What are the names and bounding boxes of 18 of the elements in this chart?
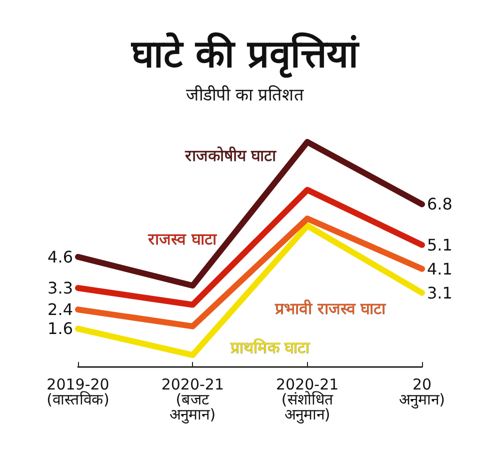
chart-title: घाटे की प्रवृत्तियां bbox=[130, 32, 360, 78]
x-tick-label: 20 अनुमान) bbox=[399, 376, 445, 410]
series-label: राजकोषीय घाटा bbox=[185, 146, 278, 166]
data-label: 3.3 bbox=[48, 278, 73, 298]
data-label: 1.6 bbox=[48, 319, 73, 338]
series-label: प्राथमिक घाटा bbox=[230, 338, 311, 358]
x-tick-label: 2020-21 (संशोधित अनुमान) bbox=[276, 376, 339, 424]
data-label: 5.1 bbox=[427, 235, 452, 254]
x-tick-label: 2019-20 (वास्तविक) bbox=[46, 376, 110, 408]
x-tick-label: 2020-21 (बजट अनुमान) bbox=[161, 376, 224, 424]
data-label: 6.8 bbox=[427, 194, 452, 214]
data-label: 4.6 bbox=[48, 247, 73, 266]
data-label: 4.1 bbox=[427, 259, 452, 278]
chart-subtitle: जीडीपी का प्रतिशत bbox=[186, 84, 304, 106]
data-label: 3.1 bbox=[427, 283, 452, 302]
text: प्रभावी राजस्व घाटा bbox=[275, 299, 386, 318]
series-label: राजस्व घाटा bbox=[148, 230, 218, 249]
data-label: 2.4 bbox=[48, 300, 73, 320]
